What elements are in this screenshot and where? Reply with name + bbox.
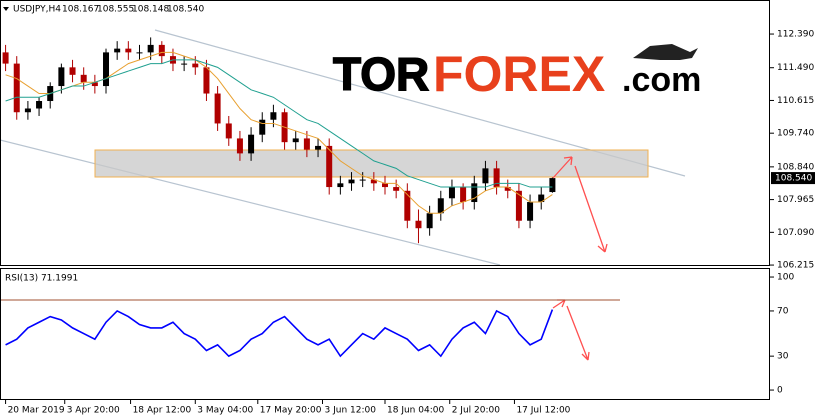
candle-body — [248, 134, 255, 154]
rsi-line — [5, 309, 554, 358]
candle-body — [13, 63, 20, 113]
candle-body — [527, 202, 534, 221]
candle-body — [448, 187, 455, 199]
x-tick-label: 18 Jun 04:00 — [387, 406, 444, 416]
y-tick-label: 110.615 — [777, 96, 814, 106]
candle-body — [236, 138, 243, 154]
candle-body — [125, 48, 132, 53]
y-tick-label: 100 — [777, 273, 794, 283]
rsi-frame — [0, 268, 770, 400]
last-price-tag — [771, 172, 815, 185]
moving-average — [5, 59, 553, 188]
x-tick-label: 20 Mar 2019 — [8, 406, 65, 416]
candle-body — [136, 52, 143, 54]
ohlc: 108.167 — [62, 5, 99, 15]
x-tick-label: 3 Jun 12:00 — [325, 406, 377, 416]
candle-body — [493, 168, 500, 188]
candle-body — [91, 82, 98, 87]
candle-body — [147, 44, 154, 53]
candle-body — [80, 74, 87, 83]
candle-body — [359, 179, 366, 181]
candle-body — [393, 187, 400, 191]
x-tick-label: 3 Apr 20:00 — [67, 406, 120, 416]
x-tick-label: 3 May 04:00 — [197, 406, 253, 416]
candle-body — [2, 52, 9, 64]
candle-body — [404, 190, 411, 221]
candle-body — [382, 183, 388, 188]
y-tick-label: 108.840 — [777, 162, 814, 172]
candle-body — [370, 179, 377, 184]
candle-body — [426, 213, 433, 229]
candle-body — [538, 194, 545, 203]
candle-body — [515, 190, 522, 221]
y-tick-label: 70 — [777, 306, 789, 316]
candle-body — [504, 187, 511, 191]
watermark: .com — [622, 61, 701, 99]
symbol-title: USDJPY,H4 — [13, 5, 61, 15]
candle-body — [225, 123, 232, 139]
candle-body — [103, 52, 110, 87]
candle-body — [437, 198, 444, 214]
candle-body — [326, 145, 333, 188]
y-tick-label: 30 — [777, 352, 789, 362]
candle-body — [415, 220, 422, 229]
candle-body — [270, 112, 277, 120]
x-tick-label: 2 Jul 20:00 — [452, 406, 501, 416]
x-tick-label: 17 Jul 12:00 — [516, 406, 570, 416]
candle-body — [203, 67, 210, 94]
trend-line — [0, 139, 501, 266]
candle-body — [303, 138, 310, 150]
candle-body — [114, 48, 121, 53]
x-tick-label: 18 Apr 12:00 — [133, 406, 192, 416]
candle-body — [315, 145, 322, 150]
ohlc: 108.540 — [167, 5, 204, 15]
plot — [2, 37, 556, 358]
candle-body — [482, 168, 489, 184]
candle-body — [58, 67, 65, 87]
ohlc: 108.555 — [97, 5, 134, 15]
candle-body — [36, 101, 43, 109]
candle-body — [348, 179, 355, 184]
ohlc: 108.148 — [132, 5, 169, 15]
resistance-zone — [94, 149, 649, 178]
y-tick-label: 109.740 — [777, 129, 814, 139]
candle-body — [471, 183, 478, 203]
candle-body — [181, 63, 188, 65]
last-price-label: 108.540 — [775, 174, 812, 184]
candle-body — [214, 93, 221, 124]
y-tick-label: 112.390 — [777, 30, 814, 40]
candle-body — [549, 178, 556, 193]
candle-body — [259, 119, 266, 135]
candle-body — [192, 63, 199, 68]
candle-body — [69, 67, 76, 75]
main-frame — [0, 0, 770, 266]
rsi-title: RSI(13) 71.1991 — [5, 274, 78, 284]
watermark: FOREX — [433, 46, 605, 102]
watermark: TOR — [333, 48, 429, 100]
candle-body — [158, 44, 165, 57]
x-tick-label: 17 May 20:00 — [260, 406, 322, 416]
y-tick-label: 107.965 — [777, 195, 814, 205]
bull-icon — [633, 44, 698, 60]
candle-body — [337, 183, 344, 188]
candle-body — [292, 138, 299, 143]
marker — [3, 7, 9, 11]
y-tick-label: 106.215 — [777, 261, 814, 271]
candle-body — [24, 108, 31, 113]
y-tick-label: 0 — [777, 386, 783, 396]
candle-body — [460, 187, 467, 203]
y-tick-label: 107.090 — [777, 228, 814, 238]
y-tick-label: 111.490 — [777, 63, 814, 73]
